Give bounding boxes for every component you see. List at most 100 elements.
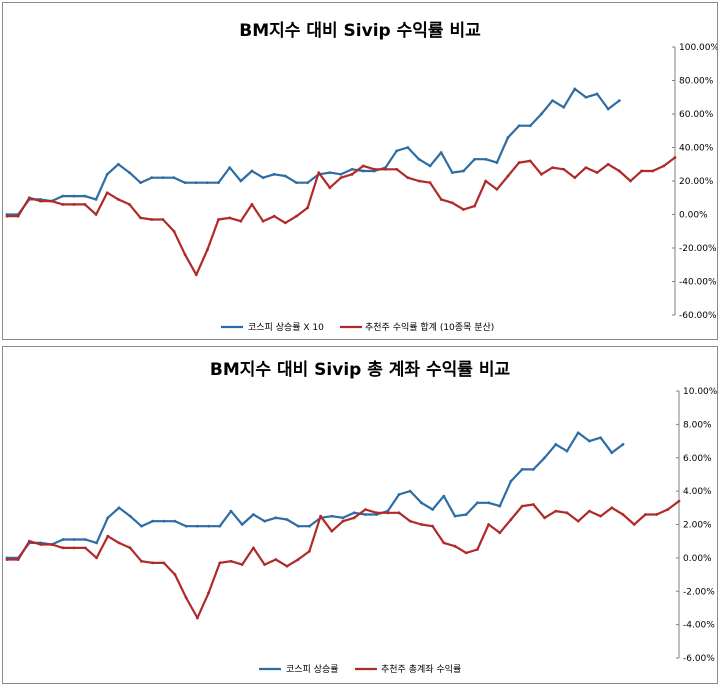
data-point (306, 206, 309, 210)
data-point (250, 169, 254, 173)
data-point (517, 161, 521, 164)
data-point (183, 181, 187, 185)
data-point (576, 519, 580, 523)
data-point (5, 558, 9, 561)
data-point (632, 523, 636, 526)
data-point (339, 172, 343, 176)
data-point (573, 87, 577, 91)
data-point (261, 176, 265, 180)
chart-title: BM지수 대비 Sivip 총 계좌 수익률 비교 (210, 360, 511, 380)
data-point (229, 509, 233, 513)
data-point (339, 176, 343, 180)
data-point (520, 468, 524, 471)
data-point (554, 509, 558, 513)
data-point (39, 199, 42, 203)
data-point (228, 166, 232, 170)
data-point (352, 511, 356, 515)
data-point (150, 218, 154, 221)
chart-panel-top: BM지수 대비 Sivip 수익률 비교 100.00% 80.00% 60.00%… (2, 2, 718, 340)
data-point (72, 203, 76, 206)
data-point (274, 558, 278, 561)
data-point (218, 524, 222, 528)
data-point (83, 194, 87, 198)
data-point (263, 519, 266, 523)
y-tick-label: -4.00% (683, 621, 715, 631)
data-point (106, 534, 110, 538)
data-point (476, 548, 479, 551)
data-point (27, 196, 31, 200)
data-point (610, 451, 614, 455)
data-point (386, 511, 390, 515)
data-point (239, 219, 243, 223)
data-point (673, 156, 677, 159)
data-point (196, 616, 199, 620)
series-line-1 (7, 87, 620, 216)
chart-title: BM지수 대비 Sivip 수익률 비교 (239, 21, 481, 41)
data-point (599, 514, 602, 518)
data-point (95, 556, 98, 560)
data-point (439, 198, 443, 201)
data-point (595, 92, 599, 96)
data-point (162, 519, 166, 523)
data-point (128, 171, 131, 175)
data-point (498, 504, 502, 508)
data-point (140, 559, 143, 563)
data-point (328, 171, 332, 175)
data-point (442, 541, 446, 545)
data-point (506, 174, 510, 178)
data-point (94, 198, 98, 201)
data-point (172, 176, 176, 180)
data-point (128, 546, 132, 550)
data-point (450, 201, 454, 205)
y-tick-label: 0.00% (683, 554, 712, 564)
data-point (428, 164, 432, 168)
data-point (543, 456, 546, 460)
data-point (228, 216, 232, 220)
data-point (520, 504, 524, 508)
data-point (308, 549, 311, 553)
data-point (621, 513, 625, 516)
data-point (442, 494, 446, 498)
data-point (517, 124, 521, 128)
legend-label-1: 코스피 상승률 (286, 664, 339, 675)
data-point (61, 546, 65, 550)
data-point (50, 543, 54, 546)
data-point (528, 159, 532, 163)
data-point (617, 99, 621, 102)
data-point (565, 449, 569, 453)
data-point (408, 489, 412, 493)
data-point (105, 191, 109, 195)
data-point (576, 431, 580, 435)
data-point (498, 531, 502, 535)
legend-label-2: 추천주 총계좌 수익률 (381, 663, 461, 675)
data-point (328, 186, 332, 190)
data-point (16, 214, 20, 218)
data-point (50, 199, 53, 203)
data-point (274, 516, 278, 520)
data-point (184, 596, 188, 600)
data-point (450, 171, 454, 175)
data-point (573, 176, 577, 180)
data-point (588, 439, 591, 443)
y-tick-label: 40.00% (679, 144, 714, 154)
data-point (61, 538, 65, 541)
data-point (599, 436, 602, 440)
data-point (662, 164, 666, 168)
data-point (296, 524, 300, 528)
y-tick-label: 4.00% (683, 487, 712, 497)
data-point (162, 561, 166, 565)
data-point (397, 493, 401, 496)
data-point (476, 501, 479, 505)
data-point (464, 551, 468, 555)
data-point (495, 187, 499, 191)
data-point (484, 179, 488, 183)
data-point (151, 561, 155, 565)
data-point (565, 511, 569, 515)
data-point (61, 194, 65, 198)
data-point (540, 172, 543, 176)
data-point (584, 166, 588, 170)
data-point (295, 181, 298, 185)
data-point (263, 563, 266, 566)
data-point (39, 543, 42, 546)
data-point (128, 514, 132, 518)
